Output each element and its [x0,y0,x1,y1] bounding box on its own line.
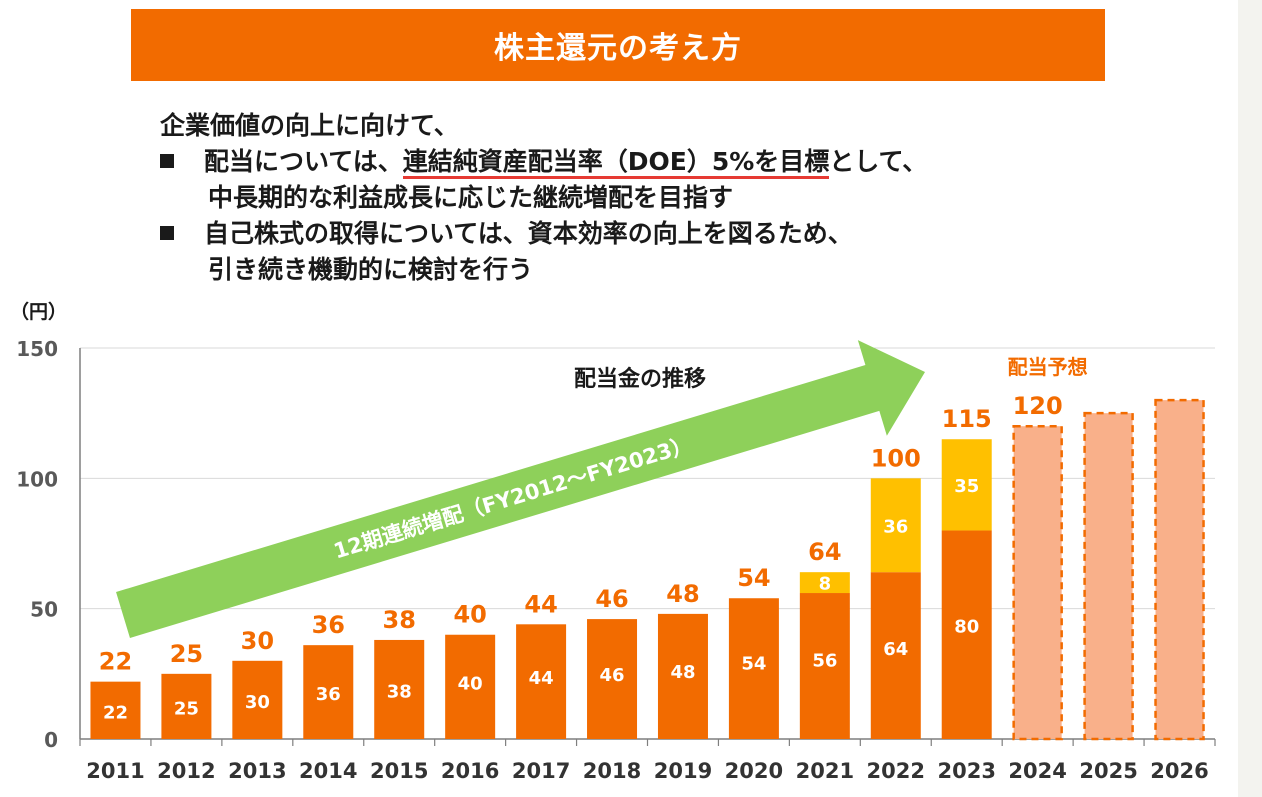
bar-base-label: 30 [245,692,270,713]
bar-total-label: 120 [1013,392,1063,420]
title-banner: 株主還元の考え方 [131,9,1105,81]
bar-total-label: 115 [942,405,992,433]
x-tick-label: 2024 [1008,759,1066,783]
bar-base-label: 36 [316,684,341,705]
bar-total-label: 54 [737,564,770,592]
x-tick-label: 2015 [370,759,428,783]
bar-base [90,681,141,739]
bar-extra-label: 36 [883,516,908,537]
policy-bullet-2-line-2: 引き続き機動的に検討を行う [208,255,534,284]
bar-base [161,673,212,739]
bar-total-label: 22 [99,648,132,676]
bar-base-label: 46 [600,665,625,686]
bar-extra [870,478,921,573]
bar-base-label: 54 [741,654,766,675]
x-tick-label: 2011 [86,759,144,783]
y-tick-label: 50 [30,598,58,622]
x-tick-label: 2021 [796,759,854,783]
bar-extra-label: 35 [954,476,979,497]
bar-base [941,530,992,739]
bar-base-label: 38 [387,681,412,702]
x-tick-label: 2017 [512,759,570,783]
x-tick-label: 2025 [1079,759,1137,783]
bar-total-label: 44 [524,590,557,618]
bar-base [587,619,638,739]
policy-bullet-1-prefix: 配当については、 [204,147,403,176]
bar-total-label: 46 [595,585,628,613]
policy-bullet-2-text: 自己株式の取得については、資本効率の向上を図るため、 [204,219,853,248]
bar-extra [799,572,850,594]
bar-forecast [1083,411,1134,741]
policy-text: 企業価値の向上に向けて、 配当については、連結純資産配当率（DOE）5%を目標と… [160,108,1080,288]
bar-base [374,639,425,739]
bar-forecast [1154,398,1205,741]
bar-base [303,645,354,739]
x-tick-label: 2022 [867,759,925,783]
bar-base-label: 48 [670,662,695,683]
policy-bullet-1-suffix: として、 [829,147,928,176]
bar-base [516,624,567,739]
policy-intro: 企業価値の向上に向けて、 [160,111,459,140]
bullet-square-icon [160,154,174,168]
forecast-label: 配当予想 [1008,355,1088,379]
bar-base [232,660,283,739]
bar-base-label: 80 [954,616,979,637]
bar-base-label: 56 [812,651,837,672]
x-tick-label: 2013 [228,759,286,783]
bar-base [799,593,850,739]
trend-title: 配当金の推移 [574,366,706,392]
bar-total-label: 48 [666,580,699,608]
policy-bullet-2-line-1: 自己株式の取得については、資本効率の向上を図るため、 [160,216,1080,252]
policy-doe-target: 連結純資産配当率（DOE）5%を目標 [402,147,830,179]
policy-bullet-1-line-2: 中長期的な利益成長に応じた継続増配を目指す [208,183,734,212]
bar-base [445,634,496,739]
bar-base-label: 22 [103,702,128,723]
bar-base [870,572,921,739]
bar-total-label: 36 [312,611,345,639]
x-tick-label: 2014 [299,759,357,783]
x-tick-label: 2019 [654,759,712,783]
bar-base [728,598,779,739]
x-tick-label: 2012 [157,759,215,783]
x-tick-label: 2023 [937,759,995,783]
side-strip [1238,0,1262,797]
bar-extra-label: 8 [819,574,832,595]
bar-total-label: 64 [808,538,841,566]
bar-base-label: 40 [458,674,483,695]
x-tick-label: 2016 [441,759,499,783]
bullet-square-icon [160,226,174,240]
page-title: 株主還元の考え方 [494,31,742,66]
bar-total-label: 30 [241,627,274,655]
trend-arrow-shape [116,340,925,638]
bar-base-label: 64 [883,639,908,660]
bar-total-label: 100 [871,444,921,472]
trend-arrow-text: 12期連続増配（FY2012～FY2023） [331,432,695,563]
bar-total-label: 38 [383,606,416,634]
y-tick-label: 100 [16,467,58,491]
policy-bullet-1-line-1: 配当については、連結純資産配当率（DOE）5%を目標として、 [160,144,1080,180]
bar-base-label: 44 [529,668,554,689]
y-tick-label: 150 [16,337,58,361]
bar-base [657,613,708,739]
bar-base-label: 25 [174,698,199,719]
bar-total-label: 25 [170,640,203,668]
bar-extra [941,439,992,531]
x-tick-label: 2020 [725,759,783,783]
x-tick-label: 2026 [1150,759,1208,783]
bar-forecast [1012,424,1063,741]
bar-total-label: 40 [453,601,486,629]
y-tick-label: 0 [44,728,58,752]
y-axis-label: （円） [10,300,67,323]
x-tick-label: 2018 [583,759,641,783]
